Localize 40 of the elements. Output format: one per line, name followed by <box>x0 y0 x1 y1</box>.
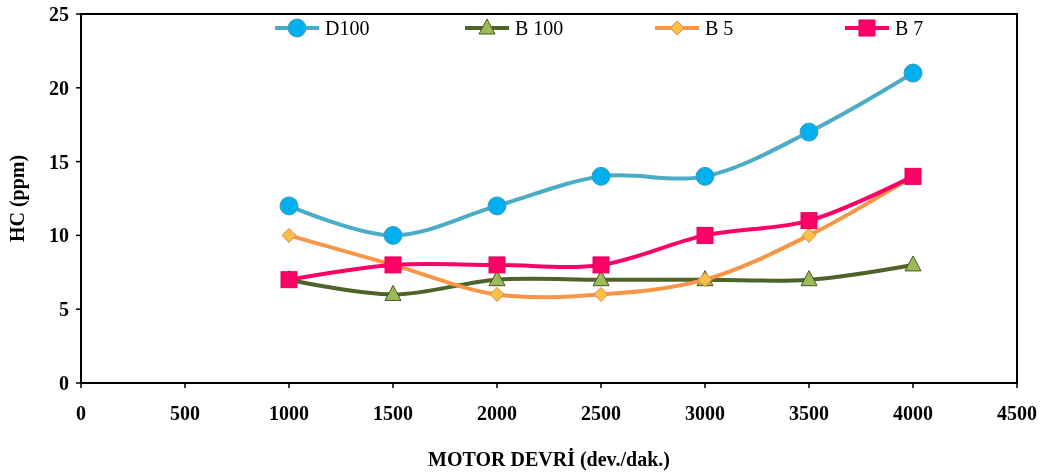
x-tick-label: 1000 <box>269 402 309 424</box>
point <box>800 270 818 287</box>
x-tick-label: 2500 <box>581 402 621 424</box>
point <box>800 212 818 230</box>
legend-label: B 5 <box>705 17 734 39</box>
point <box>695 166 715 186</box>
point <box>281 227 297 243</box>
y-tick-label: 0 <box>59 372 69 394</box>
x-tick-label: 2000 <box>477 402 517 424</box>
legend-label: D100 <box>325 17 370 39</box>
x-tick-label: 3500 <box>789 402 829 424</box>
x-tick-label: 1500 <box>373 402 413 424</box>
x-axis-title: MOTOR DEVRİ (dev./dak.) <box>428 447 670 471</box>
x-tick-label: 3000 <box>685 402 725 424</box>
point <box>801 227 817 243</box>
y-tick-label: 10 <box>49 224 69 247</box>
x-tick-label: 4500 <box>997 402 1037 424</box>
legend-label: B 100 <box>515 17 564 39</box>
y-tick-label: 25 <box>49 3 69 25</box>
point <box>903 63 923 83</box>
x-tick-label: 4000 <box>893 402 933 424</box>
point <box>384 284 402 301</box>
y-tick-label: 20 <box>49 76 69 99</box>
y-tick-label: 15 <box>49 150 69 173</box>
point <box>279 196 299 216</box>
point <box>904 255 922 272</box>
x-tick-label: 0 <box>76 402 86 424</box>
point <box>591 166 611 186</box>
point <box>487 196 507 216</box>
point <box>383 225 403 245</box>
point <box>799 122 819 142</box>
x-tick-label: 500 <box>170 402 200 424</box>
y-tick-label: 5 <box>59 298 69 321</box>
point <box>488 256 506 274</box>
point <box>489 286 505 302</box>
y-axis-title: HC (ppm) <box>6 154 29 243</box>
point <box>696 226 714 244</box>
point <box>592 256 610 274</box>
point <box>593 286 609 302</box>
legend-label: B 7 <box>895 17 924 39</box>
